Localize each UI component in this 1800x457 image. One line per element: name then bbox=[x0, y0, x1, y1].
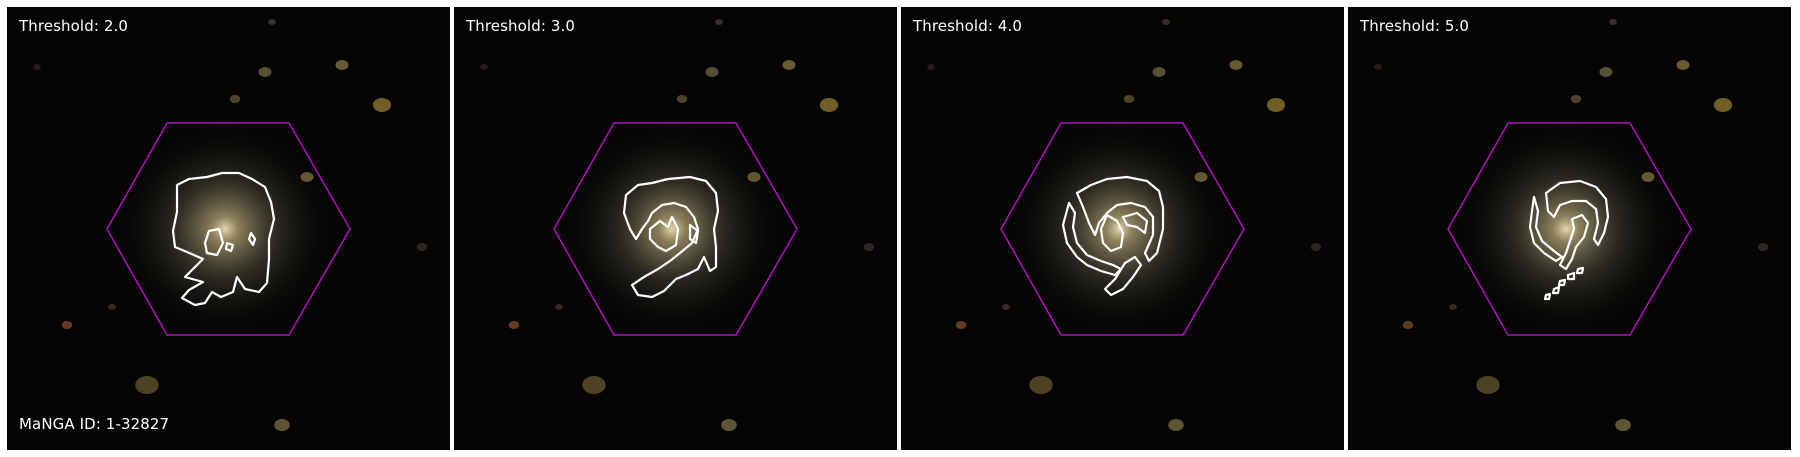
contour-lines bbox=[171, 171, 276, 307]
contour-lines bbox=[622, 175, 720, 299]
field-source bbox=[1476, 376, 1500, 394]
field-source bbox=[229, 95, 241, 103]
ifu-hexagon bbox=[1000, 122, 1245, 336]
field-source bbox=[676, 95, 688, 103]
field-source bbox=[782, 60, 796, 70]
field-source bbox=[108, 304, 116, 310]
field-source bbox=[747, 172, 761, 182]
field-source bbox=[582, 376, 606, 394]
field-source bbox=[508, 321, 520, 329]
galaxy-glow bbox=[1454, 121, 1678, 337]
field-source bbox=[300, 172, 314, 182]
panel-threshold-3: Threshold: 3.0 bbox=[454, 7, 897, 450]
galaxy-glow bbox=[1007, 121, 1231, 337]
galaxy-glow bbox=[113, 121, 337, 337]
field-source bbox=[33, 64, 41, 70]
field-source bbox=[258, 67, 272, 77]
field-source bbox=[61, 321, 73, 329]
field-source bbox=[1615, 419, 1631, 431]
panel-threshold-4: Threshold: 4.0 bbox=[901, 7, 1344, 450]
field-source bbox=[1162, 19, 1170, 25]
field-source bbox=[1641, 172, 1655, 182]
field-source bbox=[1029, 376, 1053, 394]
ifu-hexagon bbox=[1447, 122, 1692, 336]
field-source bbox=[274, 419, 290, 431]
field-source bbox=[1229, 60, 1243, 70]
contour-lines bbox=[1061, 175, 1165, 297]
field-source bbox=[1002, 304, 1010, 310]
field-source bbox=[1168, 419, 1184, 431]
field-source bbox=[555, 304, 563, 310]
field-source bbox=[416, 243, 428, 251]
field-source bbox=[1676, 60, 1690, 70]
field-source bbox=[372, 98, 392, 112]
threshold-label: Threshold: 4.0 bbox=[913, 17, 1022, 35]
field-source bbox=[1757, 243, 1769, 251]
field-source bbox=[863, 243, 875, 251]
galaxy-image bbox=[33, 19, 428, 431]
galaxy-glow bbox=[560, 121, 784, 337]
ifu-hexagon bbox=[553, 122, 798, 336]
field-source bbox=[335, 60, 349, 70]
field-source bbox=[1374, 64, 1382, 70]
field-source bbox=[1713, 98, 1733, 112]
field-source bbox=[705, 67, 719, 77]
field-source bbox=[1266, 98, 1286, 112]
field-source bbox=[715, 19, 723, 25]
galaxy-image bbox=[480, 19, 875, 431]
image-strip: Threshold: 2.0 MaNGA ID: 1-32827 Thresho… bbox=[7, 7, 1793, 450]
field-source bbox=[721, 419, 737, 431]
field-source bbox=[819, 98, 839, 112]
contour-lines bbox=[1528, 179, 1610, 301]
threshold-label: Threshold: 3.0 bbox=[466, 17, 575, 35]
field-source bbox=[135, 376, 159, 394]
galaxy-image bbox=[1374, 19, 1769, 431]
field-source bbox=[1449, 304, 1457, 310]
field-source bbox=[1402, 321, 1414, 329]
manga-id-label: MaNGA ID: 1-32827 bbox=[19, 415, 170, 433]
galaxy-image bbox=[927, 19, 1322, 431]
field-source bbox=[927, 64, 935, 70]
threshold-label: Threshold: 5.0 bbox=[1360, 17, 1469, 35]
field-source bbox=[1194, 172, 1208, 182]
field-source bbox=[1609, 19, 1617, 25]
field-source bbox=[268, 19, 276, 25]
panel-threshold-2: Threshold: 2.0 MaNGA ID: 1-32827 bbox=[7, 7, 450, 450]
field-source bbox=[1123, 95, 1135, 103]
field-source bbox=[1310, 243, 1322, 251]
ifu-hexagon bbox=[106, 122, 351, 336]
field-source bbox=[1152, 67, 1166, 77]
panel-threshold-5: Threshold: 5.0 bbox=[1348, 7, 1791, 450]
field-source bbox=[480, 64, 488, 70]
field-source bbox=[955, 321, 967, 329]
threshold-label: Threshold: 2.0 bbox=[19, 17, 128, 35]
field-source bbox=[1599, 67, 1613, 77]
field-source bbox=[1570, 95, 1582, 103]
